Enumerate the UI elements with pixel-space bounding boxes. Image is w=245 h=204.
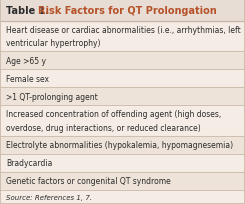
Text: Risk Factors for QT Prolongation: Risk Factors for QT Prolongation [38,6,217,16]
Text: Table 1.: Table 1. [6,6,52,16]
Bar [0,70,245,88]
Text: Source: References 1, 7.: Source: References 1, 7. [6,194,92,200]
Text: Increased concentration of offending agent (high doses,: Increased concentration of offending age… [6,110,221,119]
Text: Female sex: Female sex [6,74,49,83]
Text: Bradycardia: Bradycardia [6,159,52,167]
Text: Heart disease or cardiac abnormalities (i.e., arrhythmias, left: Heart disease or cardiac abnormalities (… [6,26,241,35]
Bar [0,190,245,204]
Bar [0,88,245,106]
Bar [0,154,245,172]
Text: overdose, drug interactions, or reduced clearance): overdose, drug interactions, or reduced … [6,123,201,132]
Bar [0,136,245,154]
Bar [0,22,245,52]
Text: Age >65 y: Age >65 y [6,57,46,65]
Text: >1 QT-prolonging agent: >1 QT-prolonging agent [6,92,98,101]
Text: Genetic factors or congenital QT syndrome: Genetic factors or congenital QT syndrom… [6,176,171,185]
Text: Electrolyte abnormalities (hypokalemia, hypomagnesemia): Electrolyte abnormalities (hypokalemia, … [6,141,233,150]
Bar [0,52,245,70]
Bar [0,106,245,136]
Bar [0,172,245,190]
Bar [0,0,245,22]
Text: ventricular hypertrophy): ventricular hypertrophy) [6,39,100,48]
